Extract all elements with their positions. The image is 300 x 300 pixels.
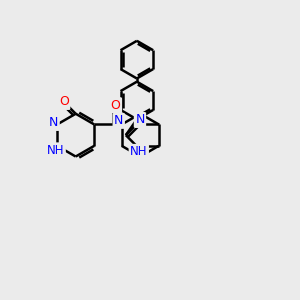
Text: N: N [49,116,58,130]
Text: O: O [59,95,69,109]
Text: NH: NH [47,144,64,157]
Text: NH: NH [130,145,148,158]
Text: O: O [111,99,121,112]
Text: N: N [114,114,123,128]
Text: N: N [135,113,145,127]
